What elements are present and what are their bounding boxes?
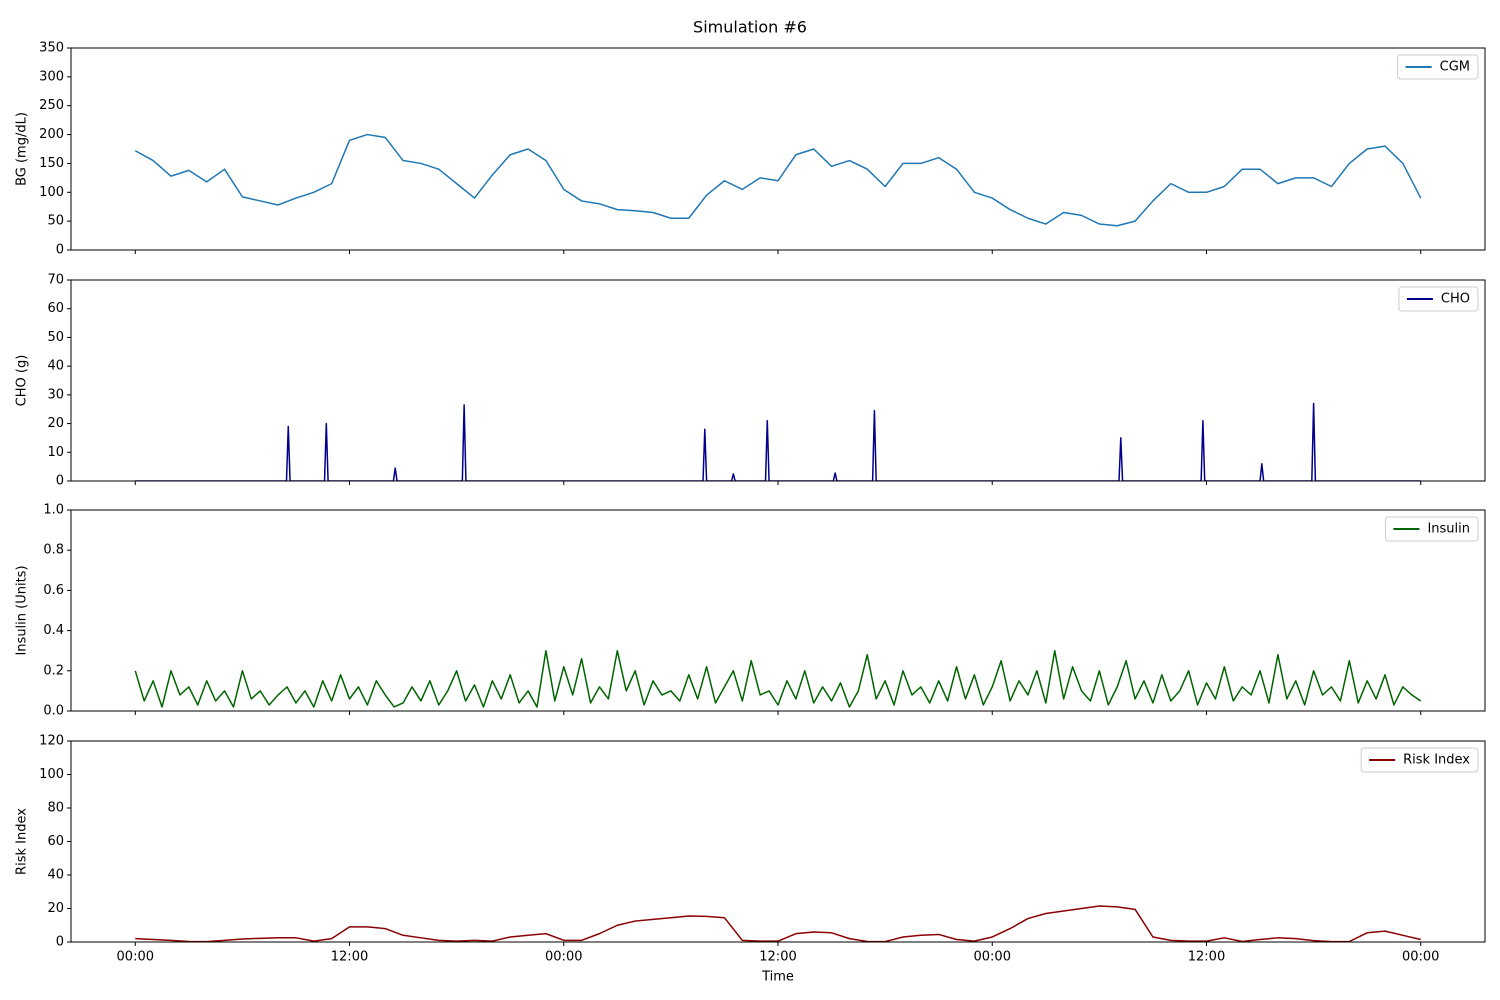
data-line — [135, 402, 1421, 481]
x-tick-label: 00:00 — [1402, 950, 1439, 965]
y-tick-label: 100 — [39, 185, 64, 200]
y-tick-label: 150 — [39, 156, 64, 171]
data-line — [134, 133, 1422, 227]
y-tick-label: 60 — [47, 834, 64, 849]
y-tick-label: 80 — [47, 801, 64, 816]
legend-label: CGM — [1440, 60, 1470, 75]
y-tick-label: 30 — [47, 387, 64, 402]
x-axis-label: Time — [761, 970, 794, 985]
y-tick-label: 10 — [47, 445, 64, 460]
y-tick-label: 0 — [56, 474, 64, 489]
legend-box — [1397, 54, 1479, 80]
y-tick-label: 70 — [47, 273, 64, 288]
y-tick-label: 20 — [47, 901, 64, 916]
y-tick-label: 200 — [39, 127, 64, 142]
y-tick-label: 0 — [56, 243, 64, 258]
y-tick-label: 0.2 — [43, 663, 64, 678]
y-tick-label: 50 — [47, 330, 64, 345]
x-tick-label: 00:00 — [545, 950, 582, 965]
legend-label: Risk Index — [1403, 753, 1470, 768]
y-tick-label: 0.4 — [43, 623, 64, 638]
y-tick-label: 0.0 — [43, 704, 64, 719]
x-tick-label: 12:00 — [331, 950, 368, 965]
axes-frame — [70, 279, 1486, 482]
y-axis-label: BG (mg/dL) — [15, 112, 30, 186]
y-tick-label: 20 — [47, 416, 64, 431]
y-tick-label: 350 — [39, 41, 64, 56]
figure-title: Simulation #6 — [693, 18, 807, 37]
y-tick-label: 1.0 — [43, 503, 64, 518]
y-axis-label: CHO (g) — [15, 355, 30, 407]
x-tick-label: 12:00 — [1188, 950, 1225, 965]
legend-label: Insulin — [1427, 522, 1470, 537]
legend: Insulin — [1384, 516, 1479, 542]
legend-box — [1384, 516, 1479, 542]
legend-box — [1398, 286, 1479, 312]
y-axis-label: Insulin (Units) — [15, 565, 30, 655]
y-tick-label: 50 — [47, 214, 64, 229]
x-tick-label: 12:00 — [759, 950, 796, 965]
y-tick-label: 300 — [39, 69, 64, 84]
axes-frame — [70, 509, 1486, 712]
y-tick-label: 100 — [39, 767, 64, 782]
axes-frame — [70, 47, 1486, 251]
legend: CHO — [1398, 286, 1479, 312]
y-tick-label: 60 — [47, 301, 64, 316]
legend-box — [1360, 747, 1479, 773]
y-tick-label: 40 — [47, 359, 64, 374]
y-tick-label: 120 — [39, 734, 64, 749]
axes-frame — [70, 740, 1486, 943]
legend: Risk Index — [1360, 747, 1479, 773]
data-line — [134, 649, 1422, 708]
y-tick-label: 250 — [39, 98, 64, 113]
y-axis-label: Risk Index — [15, 808, 30, 875]
x-tick-label: 00:00 — [117, 950, 154, 965]
x-tick-label: 00:00 — [974, 950, 1011, 965]
y-tick-label: 40 — [47, 868, 64, 883]
data-line — [135, 905, 1421, 942]
y-tick-label: 0 — [56, 935, 64, 950]
y-tick-label: 0.8 — [43, 543, 64, 558]
legend-label: CHO — [1441, 292, 1470, 307]
legend: CGM — [1397, 54, 1479, 80]
y-tick-label: 0.6 — [43, 583, 64, 598]
